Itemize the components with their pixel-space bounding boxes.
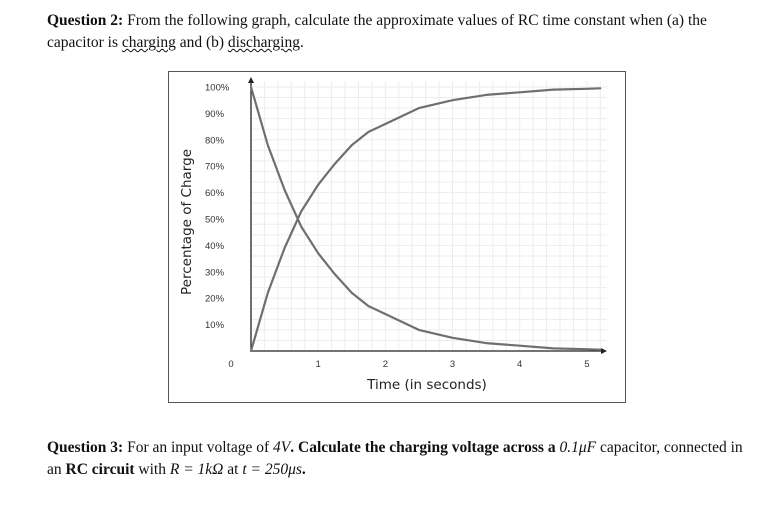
rc-circuit-term: RC circuit xyxy=(65,461,135,478)
discharging-word: discharging xyxy=(227,34,300,51)
capacitance: 0.1μF xyxy=(559,439,597,456)
x-tick-label: 0 xyxy=(228,359,233,370)
x-tick-label: 4 xyxy=(517,359,522,370)
y-tick-label: 10% xyxy=(205,320,225,331)
y-axis-arrow xyxy=(248,77,254,83)
y-tick-label: 40% xyxy=(205,241,225,252)
question-3-label: Question 3: xyxy=(47,439,124,456)
x-tick-label: 1 xyxy=(316,359,321,370)
y-tick-label: 20% xyxy=(205,294,225,305)
x-axis-arrow xyxy=(601,348,607,354)
y-tick-label: 70% xyxy=(205,162,225,173)
question-3: Question 3: For an input voltage of 4V. … xyxy=(47,437,752,481)
charging-word: charging xyxy=(121,34,176,51)
question-2-text-1: From the following graph, calculate the … xyxy=(47,12,707,51)
x-tick-label: 2 xyxy=(383,359,388,370)
y-tick-label: 100% xyxy=(205,83,230,94)
time-value: t = 250μs xyxy=(242,461,302,478)
question-3-text-5: at xyxy=(223,461,243,478)
question-2-text-end: . xyxy=(299,34,304,51)
y-tick-label: 50% xyxy=(205,215,225,226)
discharging-curve xyxy=(249,85,602,351)
charging-curve xyxy=(249,87,602,353)
y-tick-label: 30% xyxy=(205,267,225,278)
x-tick-label: 3 xyxy=(450,359,455,370)
x-tick-label: 5 xyxy=(584,359,589,370)
y-tick-label: 90% xyxy=(205,109,225,120)
chart-svg: 10% 20% 30% 40% 50% 60% 70% 80% 90% 100% 0 1 2 3 4 5 Tim… xyxy=(179,77,607,393)
question-3-text-4: with xyxy=(134,461,170,478)
question-3-text-2: . Calculate the charging voltage across … xyxy=(290,439,560,456)
x-axis-label: Time (in seconds) xyxy=(366,377,487,393)
question-2: Question 2: From the following graph, ca… xyxy=(47,10,752,54)
question-3-text-end: . xyxy=(301,461,306,478)
question-2-label: Question 2: xyxy=(47,12,124,29)
y-axis-label: Percentage of Charge xyxy=(179,149,195,295)
input-voltage: 4V xyxy=(273,439,291,456)
question-2-text-2: and (b) xyxy=(175,34,228,51)
question-3-text-3: capacitor, connected in an xyxy=(47,439,743,478)
question-3-text-1: For an input voltage of xyxy=(123,439,274,456)
y-tick-label: 60% xyxy=(205,188,225,199)
rc-charge-graph: 10% 20% 30% 40% 50% 60% 70% 80% 90% 100% 0 1 2 3 4 5 Tim… xyxy=(168,71,626,403)
y-tick-label: 80% xyxy=(205,135,225,146)
resistance: R = 1kΩ xyxy=(169,461,224,478)
